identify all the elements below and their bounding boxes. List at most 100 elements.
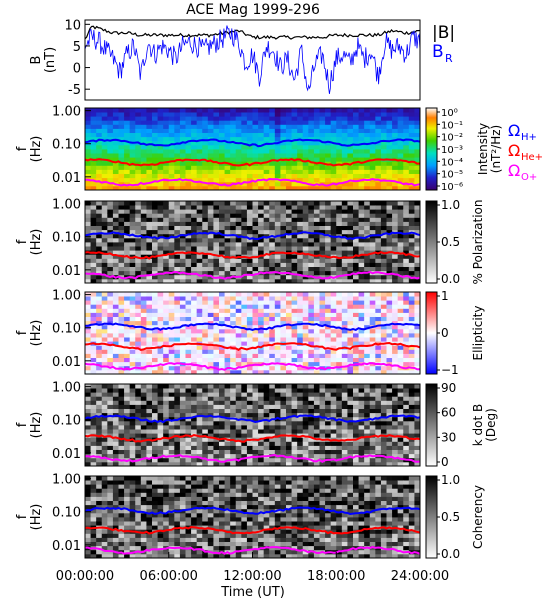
spectrogram-cell xyxy=(112,449,119,455)
spectrogram-cell xyxy=(219,201,225,206)
spectrogram-cell xyxy=(202,217,209,222)
spectrogram-cell xyxy=(179,254,186,259)
spectrogram-cell xyxy=(408,246,415,251)
spectrogram-cell xyxy=(380,205,387,210)
spectrogram-cell xyxy=(118,112,125,117)
spectrogram-cell xyxy=(179,128,186,133)
spectrogram-cell xyxy=(341,396,348,401)
spectrogram-cell xyxy=(336,396,343,401)
spectrogram-cell xyxy=(135,254,142,259)
spectrogram-cell xyxy=(235,429,242,434)
spectrogram-cell xyxy=(118,300,125,305)
spectrogram-cell xyxy=(146,112,153,117)
spectrogram-cell xyxy=(291,213,298,218)
spectrogram-cell xyxy=(364,308,371,313)
spectrogram-cell xyxy=(375,225,382,231)
spectrogram-cell xyxy=(280,169,287,174)
spectrogram-cell xyxy=(196,185,203,191)
spectrogram-cell xyxy=(280,274,287,280)
spectrogram-cell xyxy=(263,365,270,371)
spectrogram-cell xyxy=(297,296,304,301)
spectrogram-cell xyxy=(191,453,198,459)
spectrogram-cell xyxy=(230,165,237,170)
spectrogram-cell xyxy=(163,278,170,284)
spectrogram-cell xyxy=(297,404,304,409)
spectrogram-cell xyxy=(308,270,315,276)
spectrogram-cell xyxy=(185,254,192,259)
spectrogram-cell xyxy=(313,112,320,117)
spectrogram-cell xyxy=(280,242,287,247)
spectrogram-cell xyxy=(353,258,359,263)
spectrogram-cell xyxy=(241,361,248,367)
spectrogram-cell xyxy=(280,128,287,133)
spectrogram-cell xyxy=(191,229,198,235)
spectrogram-cell xyxy=(330,316,337,322)
spectrogram-cell xyxy=(364,300,371,305)
spectrogram-cell xyxy=(202,225,209,231)
spectrogram-cell xyxy=(269,404,276,409)
spectrogram-cell xyxy=(219,441,225,446)
spectrogram-cell xyxy=(297,433,304,438)
spectrogram-cell xyxy=(364,420,371,426)
spectrogram-cell xyxy=(152,384,158,389)
spectrogram-cell xyxy=(135,217,142,222)
spectrogram-cell xyxy=(230,169,237,174)
spectrogram-cell xyxy=(258,412,265,418)
spectrogram-cell xyxy=(308,400,315,405)
spectrogram-cell xyxy=(157,353,164,358)
spectrogram-cell xyxy=(174,229,181,235)
spectrogram-cell xyxy=(325,425,332,430)
spectrogram-cell xyxy=(291,337,298,342)
spectrogram-cell xyxy=(286,349,292,354)
spectrogram-cell xyxy=(341,353,348,358)
spectrogram-cell xyxy=(375,312,382,317)
spectrogram-cell xyxy=(392,429,399,434)
spectrogram-cell xyxy=(408,312,415,317)
spectrogram-cell xyxy=(246,169,253,174)
spectrogram-cell xyxy=(96,357,103,363)
spectrogram-cell xyxy=(163,153,170,158)
spectrogram-cell xyxy=(202,300,209,305)
spectrogram-cell xyxy=(263,112,270,117)
spectrogram-cell xyxy=(308,209,315,214)
spectrogram-cell xyxy=(112,157,119,162)
spectrogram-cell xyxy=(325,312,332,317)
spectrogram-cell xyxy=(129,449,136,455)
spectrogram-cell xyxy=(403,400,410,405)
spectrogram-cell xyxy=(213,157,220,162)
spectrogram-cell xyxy=(107,266,114,272)
spectrogram-cell xyxy=(168,262,175,267)
spectrogram-cell xyxy=(224,441,231,446)
spectrogram-cell xyxy=(414,233,421,239)
spectrogram-cell xyxy=(174,437,181,442)
spectrogram-cell xyxy=(369,128,376,133)
spectrogram-cell xyxy=(330,396,337,401)
spectrogram-cell xyxy=(336,384,343,389)
spectrogram-cell xyxy=(392,120,399,125)
spectrogram-cell xyxy=(353,408,359,414)
spectrogram-cell xyxy=(269,225,276,231)
spectrogram-cell xyxy=(107,300,114,305)
spectrogram-cell xyxy=(274,144,281,150)
spectrogram-cell xyxy=(124,316,131,322)
spectrogram-cell xyxy=(168,384,175,389)
spectrogram-cell xyxy=(168,266,175,272)
spectrogram-cell xyxy=(308,328,315,334)
spectrogram-cell xyxy=(414,278,421,284)
spectrogram-cell xyxy=(246,128,253,133)
spectrogram-cell xyxy=(213,112,220,117)
spectrogram-cell xyxy=(224,396,231,401)
spectrogram-cell xyxy=(369,408,376,414)
spectrogram-cell xyxy=(341,357,348,363)
spectrogram-cell xyxy=(146,237,153,243)
spectrogram-cell xyxy=(291,353,298,358)
spectrogram-cell xyxy=(380,324,387,330)
spectrogram-cell xyxy=(353,242,359,247)
spectrogram-cell xyxy=(302,258,309,263)
spectrogram-cell xyxy=(364,392,371,397)
spectrogram-cell xyxy=(258,365,265,371)
spectrogram-cell xyxy=(386,396,393,401)
spectrogram-cell xyxy=(392,254,399,259)
spectrogram-cell xyxy=(157,246,164,251)
spectrogram-cell xyxy=(168,169,175,174)
